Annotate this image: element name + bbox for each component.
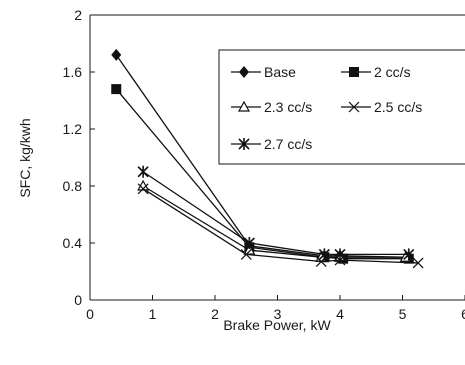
axes: 0 1 2 3 4 5 6 0 0.4 0.8 1.2 1.6 2 [63,7,465,322]
y-tick-label: 0.4 [63,235,83,251]
data-point-2-7-cc-s [243,237,255,249]
x-tick-label: 5 [399,306,407,322]
legend-item-2-5-cc-s: 2.5 cc/s [341,99,422,115]
data-point-2-cc-s [111,84,122,95]
legend-marker [237,100,251,112]
data-point-base [111,48,122,61]
legend-item-2-cc-s: 2 cc/s [341,64,411,80]
y-tick-label: 1.2 [63,121,83,137]
legend: Base 2 cc/s 2.3 cc/s 2.5 cc/s 2.7 cc/s [218,49,465,165]
x-tick-label: 0 [86,306,94,322]
x-tick-label: 4 [336,306,344,322]
legend-item-2-7-cc-s: 2.7 cc/s [231,136,312,152]
y-axis-label: SFC, kg/kwh [17,118,33,197]
plot-area [111,48,424,269]
x-tick-label: 1 [149,306,157,322]
x-axis-label: Brake Power, kW [223,317,331,333]
data-point-2-5-cc-s [137,183,149,195]
legend-marker [349,67,359,77]
x-tick-label: 3 [274,306,282,322]
data-point-2-5-cc-s [240,248,252,260]
data-point-2-7-cc-s [137,165,149,178]
y-tick-label: 1.6 [63,64,83,80]
legend-label: 2.5 cc/s [374,99,422,115]
legend-label: 2.7 cc/s [264,136,312,152]
legend-label: 2 cc/s [374,64,411,80]
series-line-2-7-cc-s [142,171,409,256]
legend-marker [239,66,249,78]
data-point-2-7-cc-s [334,248,346,261]
y-tick-label: 0 [74,292,82,308]
x-tick-label: 2 [211,306,219,322]
legend-label: 2.3 cc/s [264,99,312,115]
y-tick-label: 0.8 [63,178,83,194]
data-point-2-7-cc-s [318,248,330,261]
y-tick-label: 2 [74,7,82,23]
x-tick-label: 6 [461,306,465,322]
legend-label: Base [264,64,296,80]
data-point-2-3-cc-s [137,179,150,191]
legend-marker [348,101,360,113]
legend-marker [238,138,250,150]
legend-item-base: Base [231,64,296,80]
data-point-2-7-cc-s [403,248,415,261]
data-point-2-5-cc-s [412,257,424,269]
legend-item-2-3-cc-s: 2.3 cc/s [231,99,312,115]
